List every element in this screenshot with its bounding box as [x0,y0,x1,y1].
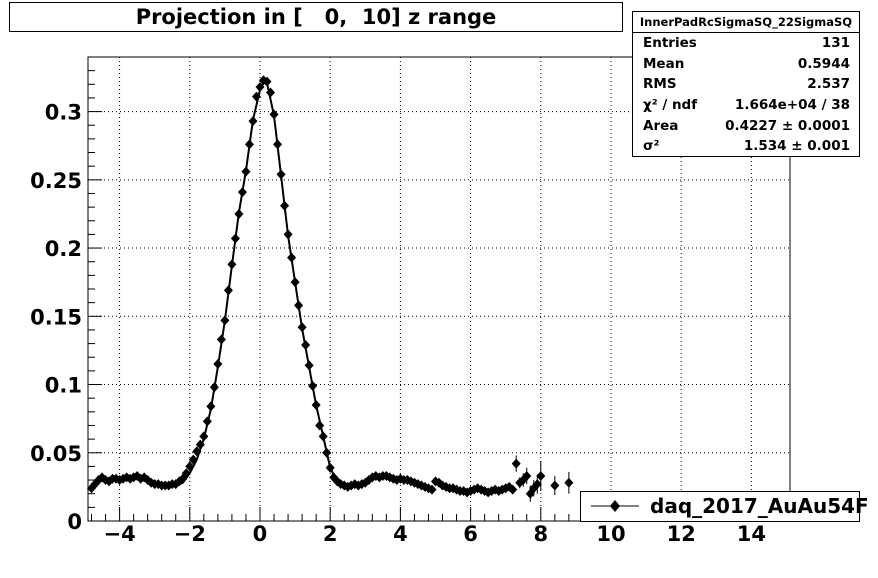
x-tick-label: 2 [323,522,338,546]
data-point [550,480,560,491]
legend-marker-icon [591,500,639,512]
y-tick-label: 0.15 [30,305,82,329]
fit-curve [90,81,429,490]
stats-row-area: Area 0.4227 ± 0.0001 [643,116,850,136]
stats-label: Entries [643,35,697,51]
data-point [536,470,546,481]
y-tick-label: 0.1 [45,374,82,398]
data-point [564,477,574,488]
x-tick-label: 10 [596,522,625,546]
stats-histogram-name: InnerPadRcSigmaSQ_22SigmaSQ [633,12,859,33]
data-point [532,479,542,490]
data-point [508,484,518,495]
stats-label: Mean [643,56,685,72]
y-tick-label: 0.3 [45,101,82,125]
y-tick-label: 0 [67,510,82,534]
stats-row-entries: Entries 131 [643,33,850,53]
y-tick-label: 0.2 [45,237,82,261]
tick-labels: −4 −2 0 2 4 6 8 10 12 14 0 0.05 0.1 0.15 0.2 0.25 0.3 [30,101,766,546]
x-tick-label: 12 [667,522,696,546]
legend-label: daq_2017_AuAu54F [650,494,869,518]
x-tick-label: 6 [463,522,478,546]
stats-label: χ² / ndf [643,97,698,113]
stats-row-mean: Mean 0.5944 [643,54,850,74]
data-point [427,484,437,495]
x-tick-label: −2 [174,522,206,546]
chart-title: Projection in [ 0, 10] z range [135,5,497,29]
stats-row-chi2: χ² / ndf 1.664e+04 / 38 [643,95,850,115]
stats-label: σ² [643,138,660,154]
data-point [522,470,532,481]
data-point [511,458,521,469]
x-tick-label: 14 [737,522,766,546]
x-tick-label: 8 [533,522,548,546]
stats-value: 1.534 ± 0.001 [743,138,850,154]
stats-box: InnerPadRcSigmaSQ_22SigmaSQ Entries 131 … [632,11,860,157]
stats-label: RMS [643,76,677,92]
y-tick-label: 0.25 [30,169,82,193]
x-tick-label: 4 [393,522,408,546]
x-tick-label: −4 [103,522,135,546]
stats-value: 0.5944 [797,56,850,72]
y-tick-label: 0.05 [30,442,82,466]
legend: daq_2017_AuAu54F [580,491,869,522]
stats-value: 0.4227 ± 0.0001 [725,118,850,134]
stats-value: 1.664e+04 / 38 [734,97,850,113]
stats-value: 2.537 [807,76,850,92]
data-point [262,76,272,87]
stats-row-rms: RMS 2.537 [643,74,850,94]
grid [88,57,790,521]
stats-row-sigma2: σ² 1.534 ± 0.001 [643,136,850,156]
stats-value: 131 [821,35,850,51]
stats-label: Area [643,118,679,134]
x-tick-label: 0 [253,522,268,546]
axes [88,56,780,522]
chart-title-box: Projection in [ 0, 10] z range [9,2,623,32]
